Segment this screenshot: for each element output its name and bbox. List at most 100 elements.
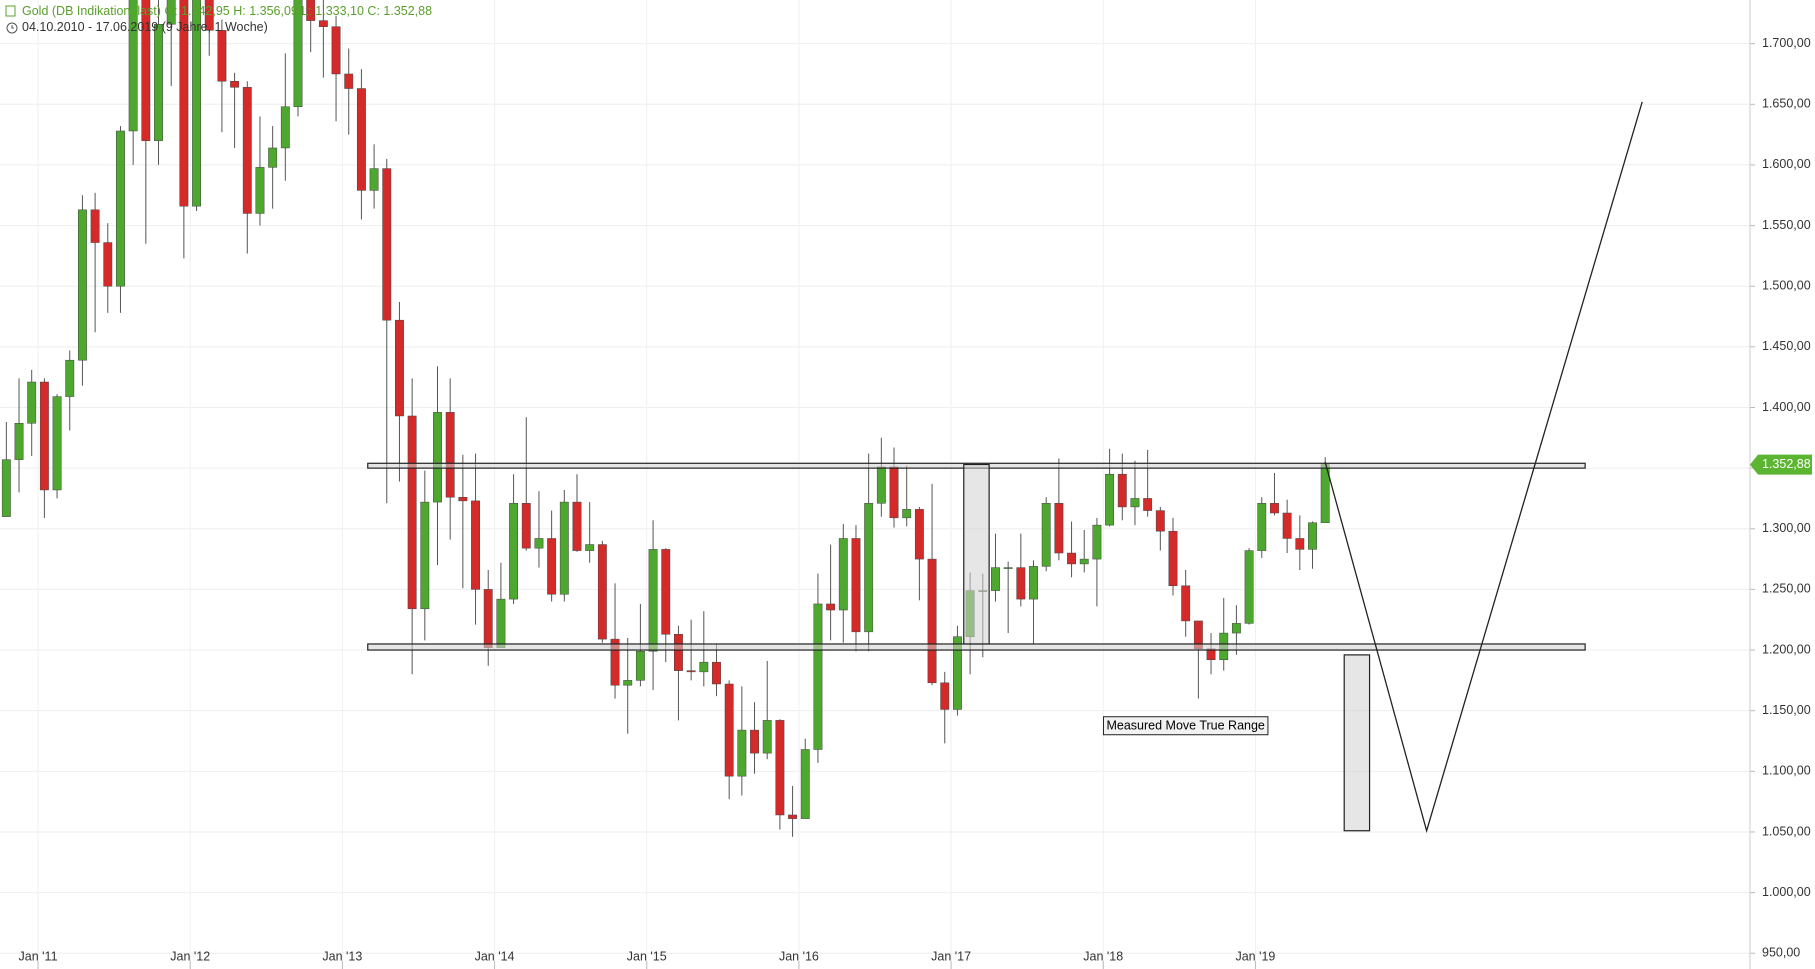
grid <box>0 0 1755 969</box>
candle-body <box>318 20 328 27</box>
candle-body <box>433 412 442 503</box>
candle-body <box>838 538 848 611</box>
candle-body <box>483 589 493 648</box>
candle-body <box>800 749 810 819</box>
candle-body <box>1231 623 1241 634</box>
candle-body <box>661 549 671 635</box>
candle-body <box>1003 567 1013 569</box>
candle-body <box>217 30 227 82</box>
candle-body <box>724 683 734 777</box>
y-tick-label: 1.100,00 <box>1762 764 1811 778</box>
candle-body <box>407 415 417 610</box>
plot-area <box>1 0 1330 837</box>
candle-body <box>699 661 709 673</box>
candle-body <box>331 26 341 75</box>
last-price-label: 1.352,88 <box>1762 457 1811 471</box>
candle-body <box>1029 566 1038 600</box>
candle-body <box>166 0 176 25</box>
candle-body <box>141 0 151 141</box>
ohlc-high: H: 1.356,09 <box>233 4 298 18</box>
candle-body <box>1155 510 1165 532</box>
candle-body <box>1016 567 1026 600</box>
candle-body <box>1244 550 1254 624</box>
x-tick-label: Jan '11 <box>19 949 58 963</box>
y-tick-label: 1.250,00 <box>1762 582 1811 596</box>
candle-body <box>27 381 37 424</box>
candle-body <box>712 661 721 685</box>
candle-body <box>991 567 1000 591</box>
annotation-label-box <box>1102 716 1269 736</box>
y-tick-label: 1.450,00 <box>1762 339 1811 353</box>
candle-body <box>458 496 468 502</box>
y-tick-label: 1.650,00 <box>1762 97 1811 111</box>
candle-body <box>1143 498 1153 511</box>
candle-body <box>268 147 278 168</box>
x-tick-label: Jan '19 <box>1235 949 1275 963</box>
candle-body <box>572 501 582 551</box>
candle-body <box>242 87 252 214</box>
candle-body <box>471 500 480 590</box>
candle-body <box>686 670 696 673</box>
candle-body <box>103 242 113 287</box>
ohlc-close: C: 1.352,88 <box>367 4 432 18</box>
candle-body <box>1041 503 1051 567</box>
candle-body <box>788 814 798 819</box>
candle-body <box>1117 473 1127 508</box>
candle-body <box>813 603 823 750</box>
annotation-label: Measured Move True Range <box>1106 719 1264 733</box>
candle-body <box>369 168 379 191</box>
candle-body <box>1295 538 1305 550</box>
x-tick-label: Jan '12 <box>170 949 210 963</box>
candle-body <box>1308 522 1317 550</box>
x-tick-label: Jan '13 <box>322 949 362 963</box>
y-tick-label: 950,00 <box>1762 946 1800 960</box>
y-tick-label: 1.000,00 <box>1762 885 1811 899</box>
candle-body <box>648 549 658 652</box>
candle-body <box>597 544 607 640</box>
candle-body <box>1054 503 1064 554</box>
x-tick-label: Jan '16 <box>779 949 819 963</box>
y-tick-label: 1.550,00 <box>1762 218 1811 232</box>
period: 04.10.2010 - 17.06.2019 <box>22 20 158 34</box>
candle-body <box>876 466 886 504</box>
candle-body <box>204 0 214 31</box>
candle-body <box>851 538 861 633</box>
projection-line <box>1324 101 1643 834</box>
annotation-rect <box>367 643 1586 651</box>
y-tick-label: 1.200,00 <box>1762 642 1811 656</box>
candle-body <box>534 538 544 549</box>
y-tick-label: 1.050,00 <box>1762 824 1811 838</box>
title: Gold (DB Indikation, last) <box>22 4 161 18</box>
candle-body <box>395 319 404 417</box>
candle-body <box>737 729 747 777</box>
annotation-rect <box>963 463 990 645</box>
header: Gold (DB Indikation, last) O: 1.342,95 H… <box>5 4 432 34</box>
candle-body <box>521 503 531 549</box>
y-tick-label: 1.700,00 <box>1762 36 1811 50</box>
candle-body <box>192 0 201 207</box>
clock-hands <box>11 25 14 29</box>
ohlc-open: O: 1.342,95 <box>164 4 229 18</box>
candle-body <box>674 634 683 671</box>
candle-body <box>496 598 506 648</box>
candle-body <box>1168 530 1178 587</box>
candle-body <box>179 0 189 207</box>
header-title: Gold (DB Indikation, last) O: 1.342,95 H… <box>22 4 432 18</box>
candle-body <box>116 130 125 287</box>
candle-body <box>280 106 290 149</box>
candle-body <box>382 168 392 321</box>
candle-body <box>445 412 455 498</box>
candle-body <box>39 381 49 491</box>
y-tick-label: 1.600,00 <box>1762 157 1811 171</box>
last-price-tag <box>1750 454 1812 475</box>
y-tick-label: 1.300,00 <box>1762 521 1811 535</box>
candle-body <box>1079 558 1089 565</box>
candle-body <box>1282 512 1292 539</box>
x-tick-label: Jan '18 <box>1083 949 1123 963</box>
candle-body <box>293 0 303 107</box>
candle-body <box>14 423 24 460</box>
candle-body <box>128 0 138 132</box>
candle-body <box>306 0 316 21</box>
